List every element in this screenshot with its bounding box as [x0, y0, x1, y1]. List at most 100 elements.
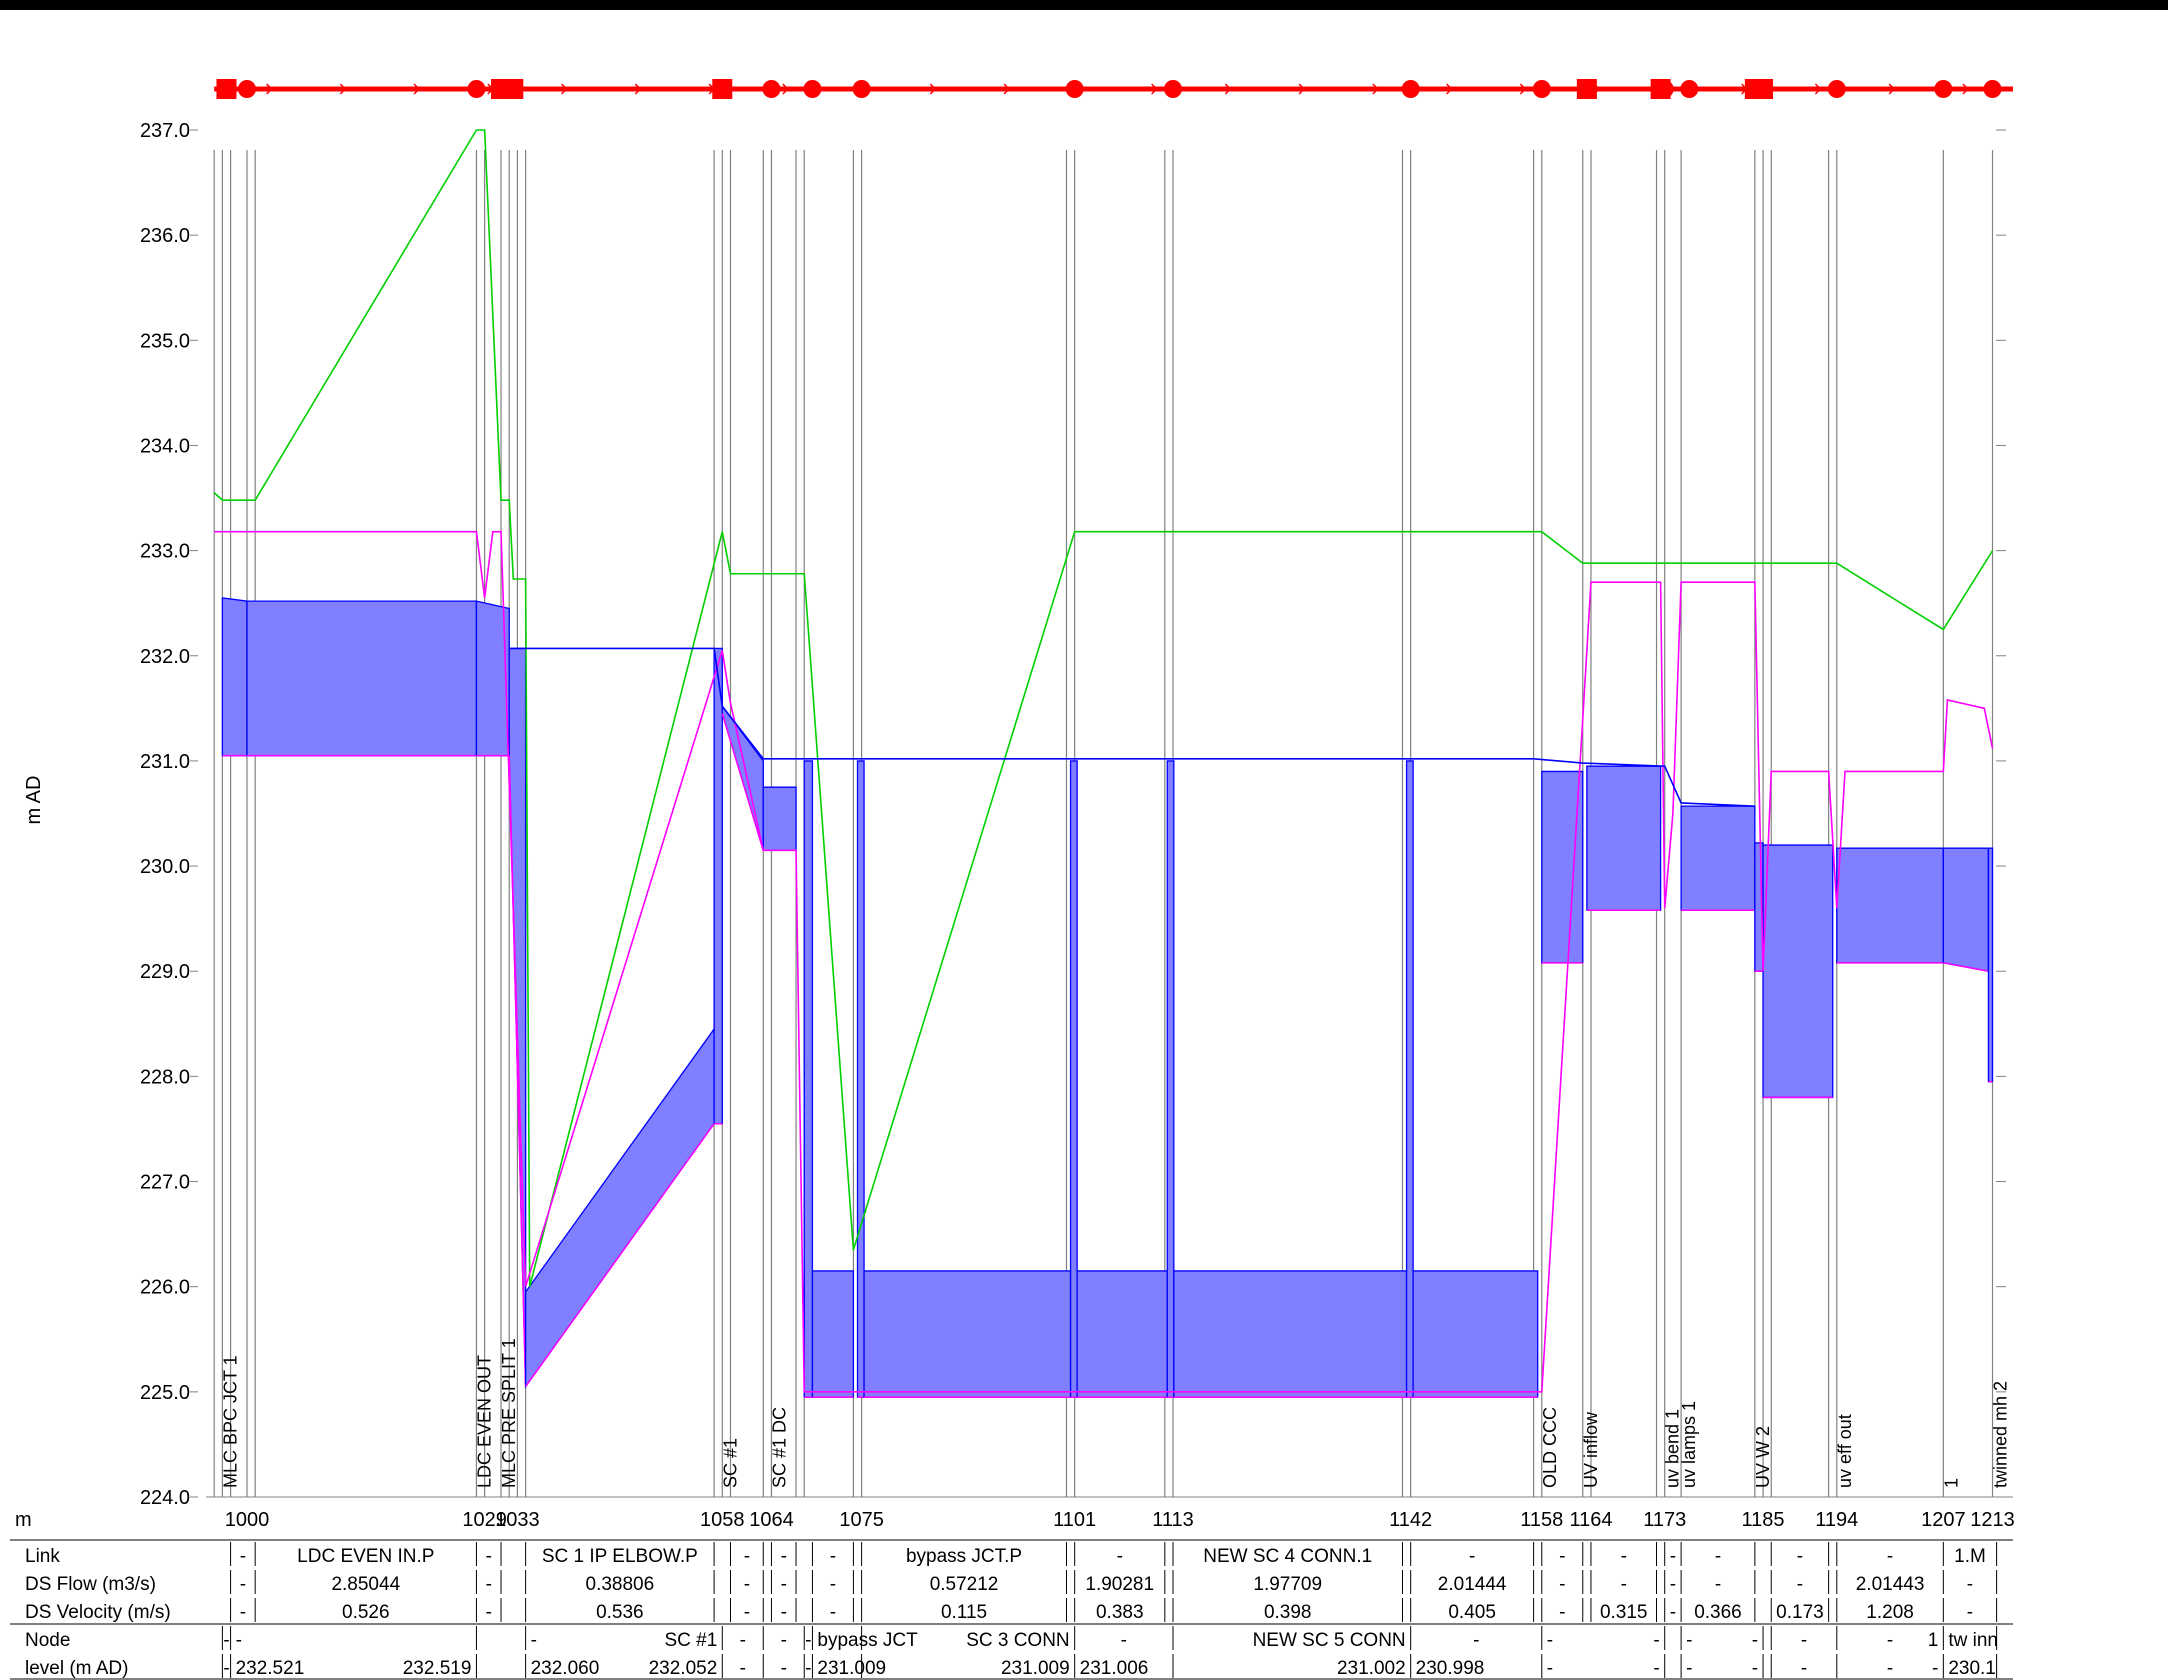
- x-tick-label-1: 1029: [462, 1509, 507, 1531]
- table-cell-4-13: -: [1547, 1658, 1553, 1679]
- node-label-9: UV W 2: [1753, 1426, 1773, 1488]
- table-cell-1-4: -: [744, 1574, 750, 1595]
- flow-square-4: [1576, 79, 1597, 99]
- table-cell-0-2: -: [486, 1546, 492, 1567]
- flow-arrow-1066: [782, 83, 789, 95]
- flow-arrow-1210: [1962, 83, 1969, 95]
- x-tick-label-6: 1101: [1053, 1509, 1096, 1531]
- y-tick-label-11: 235.0: [140, 330, 190, 352]
- table-cell-1-8: 1.90281: [1085, 1574, 1154, 1595]
- conduit-13: [1076, 1270, 1168, 1398]
- flow-arrow-1021: [413, 83, 421, 95]
- flow-circle-1: [467, 80, 486, 98]
- node-label-5: OLD CCC: [1540, 1407, 1560, 1488]
- x-tick-label-15: 1213: [1970, 1509, 2015, 1531]
- table-cell-2-13: -: [1670, 1602, 1676, 1623]
- table-cell-2-5: -: [781, 1602, 787, 1623]
- table-cell-4-20: 230.1: [1948, 1658, 1996, 1679]
- x-tick-label-14: 1207: [1921, 1509, 1966, 1531]
- table-cell-3-3: SC #1: [664, 1630, 717, 1651]
- x-tick-label-4: 1064: [749, 1509, 794, 1531]
- x-tick-label-10: 1164: [1569, 1509, 1612, 1531]
- flow-arrow-1129: [1298, 83, 1306, 95]
- table-cell-3-6: -: [805, 1630, 811, 1651]
- table-cell-1-7: 0.57212: [930, 1574, 999, 1595]
- table-cell-1-10: 2.01444: [1438, 1574, 1507, 1595]
- table-cell-1-9: 1.97709: [1253, 1574, 1322, 1595]
- table-cell-3-18: 1: [1928, 1630, 1939, 1651]
- x-tick-label-11: 1173: [1643, 1509, 1686, 1531]
- conduit-invert-24: [1943, 962, 1989, 972]
- table-cell-3-9: -: [1121, 1630, 1127, 1651]
- table-cell-1-12: -: [1621, 1574, 1627, 1595]
- flow-circle-14: [1983, 80, 2002, 98]
- y-tick-label-8: 232.0: [140, 646, 190, 668]
- conduit-19: [1586, 765, 1662, 911]
- flow-circle-11: [1680, 80, 1699, 98]
- y-tick-label-12: 236.0: [140, 225, 190, 247]
- table-cell-4-0: -: [223, 1658, 229, 1679]
- table-row-label-0: Link: [25, 1546, 60, 1567]
- table-cell-0-16: -: [1887, 1546, 1893, 1567]
- series-line-0: [213, 129, 1994, 1287]
- table-cell-4-12: 230.998: [1416, 1658, 1485, 1679]
- table-cell-2-1: 0.526: [342, 1602, 390, 1623]
- table-cell-2-16: 1.208: [1866, 1602, 1914, 1623]
- table-cell-0-13: -: [1670, 1546, 1676, 1567]
- table-cell-1-5: -: [781, 1574, 787, 1595]
- table-cell-0-6: -: [830, 1546, 836, 1567]
- node-label-11: 1: [1941, 1478, 1961, 1488]
- table-cell-4-10: 231.006: [1080, 1658, 1149, 1679]
- flow-circle-8: [1401, 80, 1420, 98]
- y-tick-label-3: 227.0: [140, 1172, 190, 1194]
- table-cell-2-7: 0.115: [941, 1602, 987, 1623]
- top-border: [0, 0, 2168, 10]
- table-cell-4-1: 232.521: [236, 1658, 305, 1679]
- conduit-invert-6: [721, 713, 764, 851]
- table-cell-0-10: -: [1469, 1546, 1475, 1567]
- flow-arrow-1111: [1151, 83, 1158, 95]
- x-tick-label-9: 1158: [1520, 1509, 1563, 1531]
- table-cell-1-14: -: [1715, 1574, 1721, 1595]
- node-label-6: UV inflow: [1581, 1411, 1601, 1488]
- table-cell-2-0: -: [240, 1602, 246, 1623]
- table-cell-2-14: 0.366: [1694, 1602, 1742, 1623]
- table-cell-2-17: -: [1967, 1602, 1973, 1623]
- conduit-23: [1836, 847, 1944, 964]
- x-axis-label: m: [15, 1509, 32, 1531]
- conduit-0: [221, 597, 248, 757]
- table-cell-1-1: 2.85044: [331, 1574, 400, 1595]
- table-cell-3-17: -: [1887, 1630, 1893, 1651]
- table-cell-4-5: -: [740, 1658, 746, 1679]
- table-cell-0-0: -: [240, 1546, 246, 1567]
- conduit-22: [1762, 844, 1834, 1099]
- table-cell-3-8: SC 3 CONN: [966, 1630, 1069, 1651]
- conduit-14: [1166, 760, 1175, 1398]
- series-line-1: [214, 530, 1994, 1393]
- table-cell-0-8: -: [1117, 1546, 1123, 1567]
- flow-circle-2: [713, 80, 732, 98]
- x-tick-label-7: 1113: [1152, 1509, 1194, 1531]
- table-cell-0-4: -: [744, 1546, 750, 1567]
- node-label-7: uv bend 1: [1663, 1409, 1683, 1488]
- conduit-4: [524, 1027, 715, 1389]
- table-cell-0-17: 1.M: [1954, 1546, 1986, 1567]
- flow-circle-3: [762, 80, 781, 98]
- table-cell-1-0: -: [240, 1574, 246, 1595]
- table-cell-4-19: -: [1932, 1658, 1938, 1679]
- table-cell-2-4: -: [744, 1602, 750, 1623]
- table-cell-4-3: 232.060: [531, 1658, 600, 1679]
- conduit-9: [811, 1270, 855, 1398]
- flow-circle-6: [1065, 80, 1084, 98]
- flow-arrow-1192: [1814, 83, 1822, 95]
- table-cell-4-11: 231.002: [1337, 1658, 1406, 1679]
- table-cell-3-13: -: [1653, 1630, 1659, 1651]
- conduit-24: [1942, 847, 1990, 973]
- x-tick-label-8: 1142: [1389, 1509, 1432, 1531]
- y-tick-label-2: 226.0: [140, 1277, 190, 1299]
- y-axis-label: m AD: [23, 776, 45, 825]
- x-tick-label-12: 1185: [1742, 1509, 1785, 1531]
- table-cell-0-12: -: [1621, 1546, 1627, 1567]
- table-cell-1-15: -: [1797, 1574, 1803, 1595]
- y-tick-label-10: 234.0: [140, 435, 190, 457]
